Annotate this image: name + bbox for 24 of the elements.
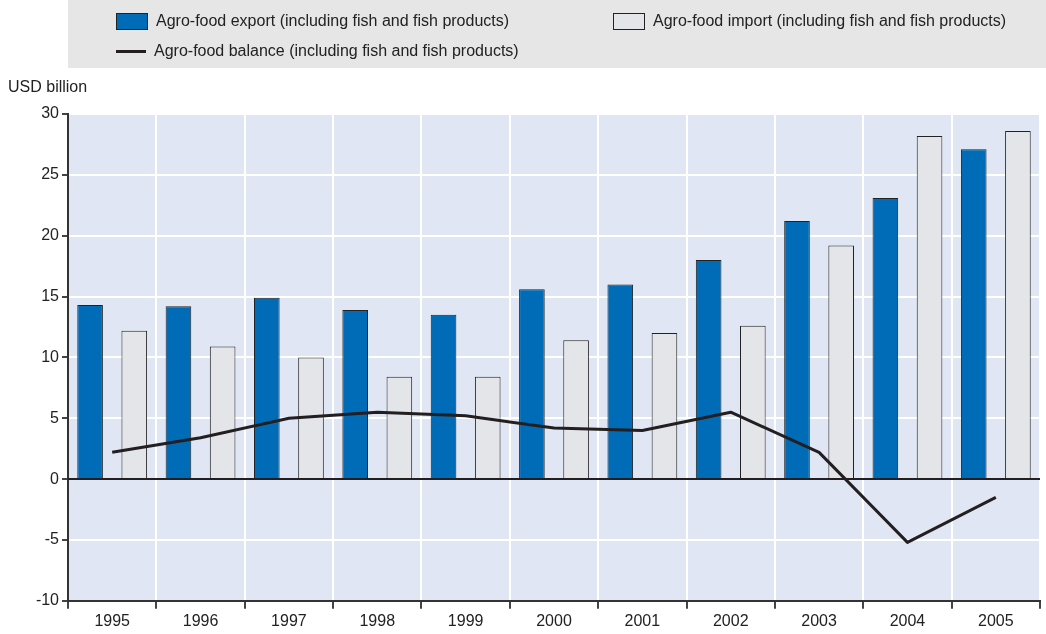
legend-label: Agro-food balance (including fish and fish products) (154, 42, 519, 60)
y-tick-label: 20 (41, 226, 60, 244)
x-tick-label: 2004 (889, 611, 926, 629)
y-tick-label: 0 (50, 469, 60, 487)
x-tick-label: 2001 (624, 611, 661, 629)
x-tick-label: 2005 (978, 611, 1014, 629)
y-tick-label: -5 (44, 530, 60, 548)
y-axis-title: USD billion (8, 78, 88, 96)
y-tick-label: 30 (41, 104, 60, 122)
x-tick-label: 2003 (801, 611, 837, 629)
y-tick-label: 5 (50, 408, 60, 426)
x-tick-label: 2000 (536, 611, 572, 629)
x-tick-label: 1996 (182, 611, 219, 629)
y-tick-label: 25 (41, 165, 60, 183)
x-tick-label: 2002 (712, 611, 749, 629)
y-tick-label: -10 (35, 591, 60, 609)
y-tick-label: 15 (41, 286, 60, 304)
x-tick-label: 1999 (447, 611, 484, 629)
x-tick-label: 1998 (359, 611, 396, 629)
x-tick-label: 1997 (271, 611, 307, 629)
legend-label: Agro-food export (including fish and fish products) (156, 12, 510, 30)
legend-label: Agro-food import (including fish and fish products) (653, 12, 1007, 30)
y-tick-label: 10 (41, 347, 60, 365)
x-tick-label: 1995 (94, 611, 131, 629)
